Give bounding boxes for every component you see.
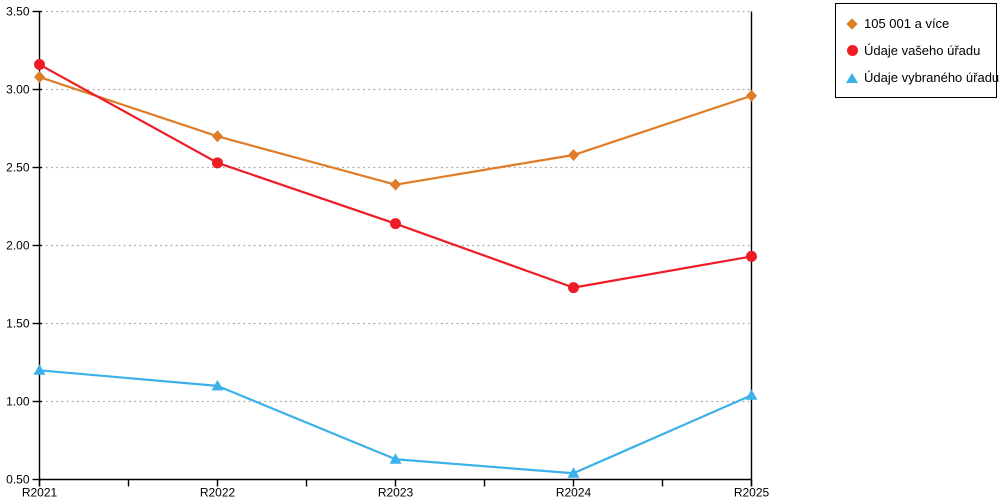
legend-item-105001-a-vice: 105 001 a více [844,11,996,36]
legend-marker-box [844,17,860,30]
y-tick-label: 1.50 [6,317,30,331]
data-point-triangle [389,453,402,464]
triangle-marker-icon [846,72,858,83]
legend-label: 105 001 a více [864,16,950,31]
legend-marker-box [844,45,860,56]
circle-marker-icon [846,45,858,56]
data-point-circle [568,282,579,294]
legend: 105 001 a více Údaje vašeho úřadu Údaje … [835,3,1000,98]
legend-item-udaje-vaseho-uradu: Údaje vašeho úřadu [844,38,996,63]
legend-marker-box [844,72,860,83]
data-point-circle [212,157,223,169]
data-point-circle [390,218,401,230]
series-line-diamond [38,75,753,186]
data-point-triangle [33,364,46,375]
data-point-triangle [567,467,580,478]
data-point-diamond [34,71,45,84]
diamond-marker-icon [846,17,858,30]
x-tick-label: R2021 [22,486,58,500]
data-point-triangle [211,379,224,391]
y-tick-label: 0.50 [6,473,30,487]
legend-item-udaje-vybraneho-uradu: Údaje vybraného úřadu [844,65,1000,90]
data-point-triangle [745,389,758,400]
legend-label: Údaje vybraného úřadu [864,70,1000,85]
data-point-circle [746,250,757,262]
y-tick-label: 2.00 [6,239,30,253]
y-tick-label: 3.50 [6,5,30,19]
y-tick-label: 3.00 [6,83,30,97]
data-point-diamond [212,130,223,143]
data-point-diamond [390,178,401,191]
x-tick-label: R2024 [556,486,592,500]
x-tick-label: R2025 [734,486,770,500]
data-point-circle [34,59,45,71]
legend-label: Údaje vašeho úřadu [864,43,981,58]
x-tick-label: R2023 [378,486,414,500]
series-line-circle [38,63,753,289]
data-point-diamond [568,149,579,162]
x-tick-label: R2022 [200,486,236,500]
y-tick-label: 2.50 [6,161,30,175]
data-point-diamond [746,89,757,102]
y-tick-label: 1.00 [6,395,30,409]
